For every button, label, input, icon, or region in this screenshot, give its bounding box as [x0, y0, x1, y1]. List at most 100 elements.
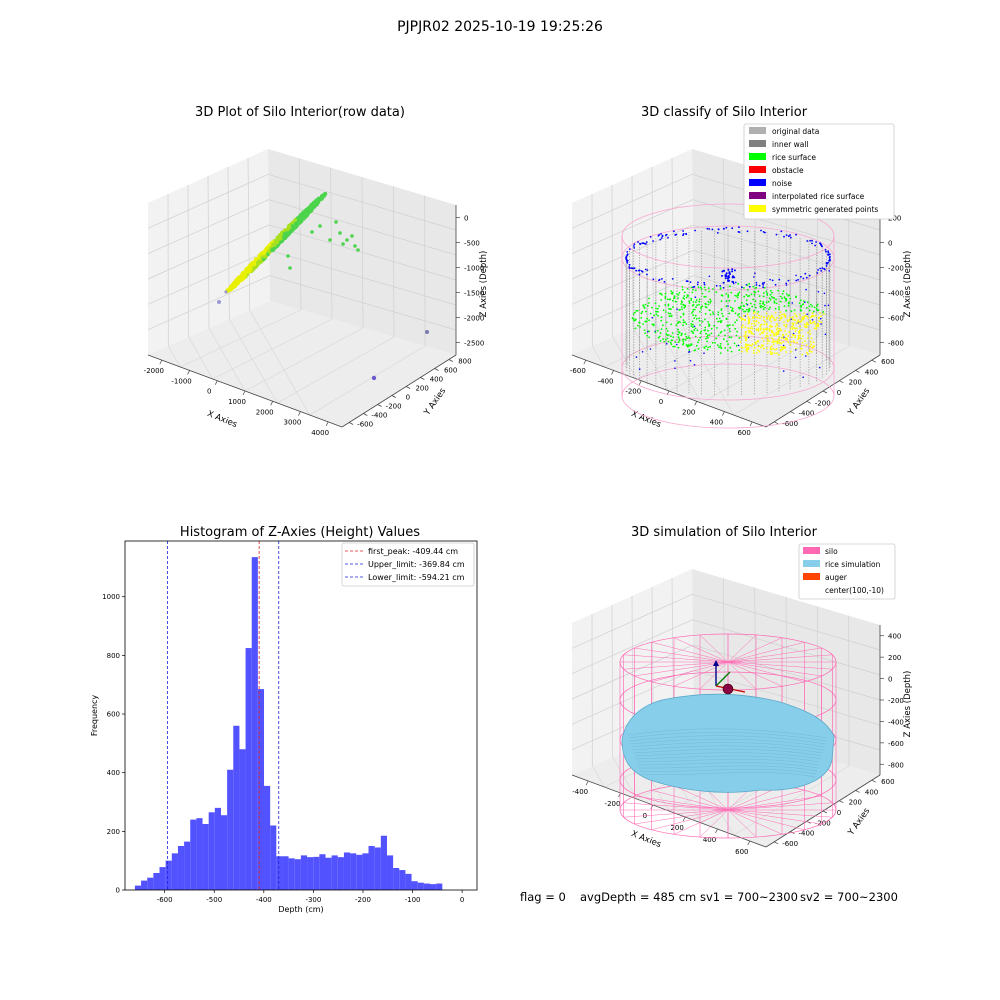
symmetric-point: [770, 348, 773, 351]
rice-surface-point: [729, 285, 731, 288]
rice-surface-point: [739, 316, 742, 319]
rice-surface-point: [670, 323, 672, 326]
rice-surface-point: [734, 327, 737, 330]
legend-label: Upper_limit: -369.84 cm: [368, 560, 465, 569]
rice-surface-point: [704, 313, 707, 315]
raw-point: [261, 251, 266, 256]
rice-surface-point: [648, 297, 650, 300]
rice-surface-point: [734, 312, 737, 315]
status-sv1: sv1 = 700~2300: [700, 890, 798, 904]
rice-surface-point: [665, 333, 668, 335]
noise-point: [638, 269, 641, 272]
hist-bar: [307, 857, 314, 890]
rice-surface-point: [742, 347, 744, 349]
y-tick-label: 1000: [102, 593, 120, 601]
rice-surface-point: [677, 297, 679, 299]
rice-surface-point: [728, 327, 731, 330]
rice-surface-point: [716, 327, 718, 329]
rice-surface-point: [634, 318, 637, 321]
raw-point: [309, 207, 314, 211]
rice-surface-point: [726, 340, 728, 343]
rice-surface-point: [682, 342, 685, 345]
rice-surface-point: [670, 343, 673, 346]
rice-surface-point: [736, 330, 738, 333]
z-tick-label: -800: [888, 761, 904, 769]
hist-bar: [423, 883, 430, 890]
symmetric-point: [769, 334, 772, 337]
raw-point: [238, 277, 243, 282]
symmetric-point: [786, 337, 788, 340]
rice-surface-point: [785, 333, 788, 336]
rice-surface-point: [660, 316, 663, 319]
noise-point: [724, 277, 727, 280]
rice-surface-point: [705, 345, 707, 348]
noise-point: [689, 281, 692, 283]
rice-surface-point: [759, 300, 762, 303]
grid-line: [592, 345, 605, 368]
noise-point: [827, 261, 829, 264]
rice-surface-point: [781, 297, 783, 300]
symmetric-point: [760, 327, 762, 330]
noise-point: [693, 364, 696, 366]
rice-surface-point: [784, 314, 787, 317]
noise-point: [764, 231, 766, 234]
raw-point: [314, 201, 318, 206]
rice-surface-point: [747, 316, 750, 318]
silo-wire: [727, 661, 757, 690]
rice-surface-point: [698, 300, 701, 303]
status-avg-depth: avgDepth = 485 cm: [580, 890, 696, 904]
noise-point: [628, 248, 631, 251]
noise-point: [823, 292, 826, 295]
grid-line: [612, 756, 637, 800]
rice-surface-point: [719, 332, 722, 334]
rice-surface-point: [749, 327, 752, 330]
rice-surface-point: [718, 317, 721, 320]
rice-surface-point: [785, 309, 787, 312]
symmetric-point: [795, 315, 798, 318]
rice-surface-point: [726, 349, 729, 352]
rice-surface-point: [695, 344, 698, 347]
rice-surface-point: [763, 323, 766, 326]
rice-surface-point: [719, 352, 722, 354]
symmetric-point: [794, 327, 796, 330]
x-tick: [694, 401, 698, 406]
rice-surface-point: [762, 319, 765, 321]
rice-surface-point: [771, 291, 773, 294]
silo-wire: [673, 809, 729, 835]
hist-bar: [153, 872, 160, 890]
rice-mesh-line: [628, 732, 828, 742]
symmetric-point: [754, 324, 757, 327]
raw-outlier: [350, 234, 354, 238]
hist-bar: [331, 855, 338, 890]
rice-surface-point: [655, 310, 657, 313]
rice-surface-point: [720, 330, 723, 333]
noise-point: [824, 304, 826, 307]
rice-surface-point: [717, 334, 720, 337]
rice-surface-point: [801, 303, 804, 306]
rice-surface-point: [670, 292, 673, 295]
rice-surface-point: [762, 301, 765, 303]
rice-surface-point: [644, 303, 647, 306]
x-tick-label: -2000: [144, 367, 164, 375]
y-tick: [790, 411, 795, 414]
y-tick-label: 0: [116, 887, 120, 895]
symmetric-point: [758, 314, 760, 317]
hist-bar: [350, 853, 357, 890]
symmetric-point: [804, 340, 806, 343]
symmetric-point: [810, 322, 812, 325]
raw-point: [293, 222, 298, 227]
rice-surface-point: [666, 334, 669, 337]
symmetric-point: [811, 346, 814, 349]
legend-label: auger: [825, 573, 848, 582]
rice-surface-point: [769, 299, 772, 301]
symmetric-point: [763, 330, 765, 332]
noise-point: [673, 230, 675, 233]
symmetric-point: [798, 321, 800, 323]
noise-point: [693, 325, 696, 328]
symmetric-point: [809, 345, 812, 348]
y-tick-label: 800: [107, 652, 120, 660]
noise-point: [641, 351, 644, 353]
x-tick-label: 0: [643, 812, 647, 820]
rice-surface-point: [671, 339, 673, 342]
